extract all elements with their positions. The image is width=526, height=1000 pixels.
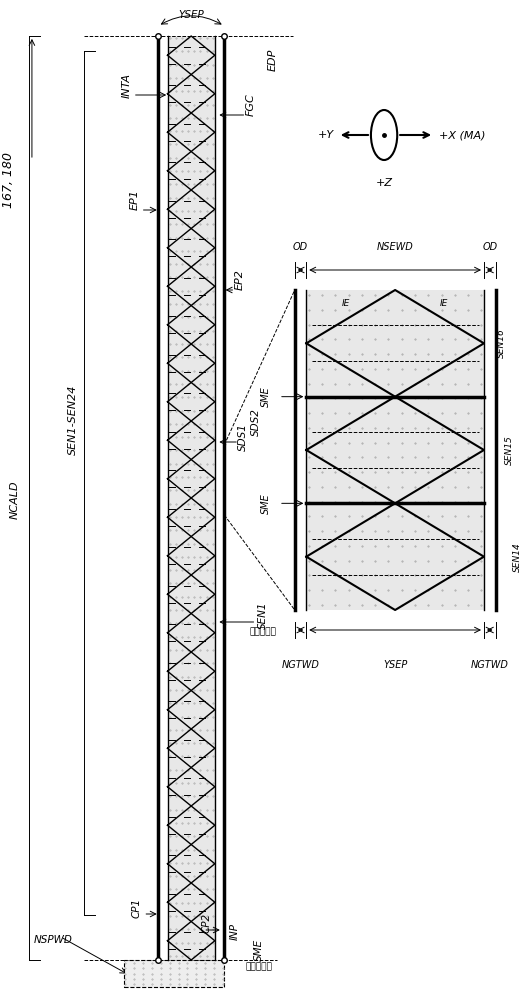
Text: EDP: EDP: [268, 49, 278, 71]
Text: NGTWD: NGTWD: [281, 660, 319, 670]
Text: 167, 180: 167, 180: [2, 152, 15, 208]
Bar: [124, 960, 224, 987]
Bar: [306, 290, 484, 610]
Text: IE: IE: [440, 298, 448, 308]
Text: CP1: CP1: [132, 898, 142, 918]
Text: OD: OD: [482, 242, 497, 252]
Text: YSEP: YSEP: [383, 660, 407, 670]
Text: FGC: FGC: [246, 94, 256, 116]
Text: CP2: CP2: [202, 913, 212, 933]
Text: （代表的）: （代表的）: [246, 962, 272, 972]
Text: SDS1: SDS1: [238, 423, 248, 451]
Text: SEN14: SEN14: [513, 542, 522, 572]
Text: INP: INP: [229, 924, 239, 940]
Text: NSPWD: NSPWD: [34, 935, 73, 945]
Text: SME: SME: [261, 386, 271, 407]
Text: +X (MA): +X (MA): [439, 130, 486, 140]
Text: NSEWD: NSEWD: [377, 242, 413, 252]
Text: （代表的）: （代表的）: [250, 628, 277, 637]
Bar: [167, 36, 215, 960]
Text: SEN1-SEN24: SEN1-SEN24: [68, 385, 78, 455]
Text: INTA: INTA: [122, 73, 132, 98]
Text: +Z: +Z: [376, 178, 392, 188]
Text: SEN15: SEN15: [505, 435, 514, 465]
Text: YSEP: YSEP: [178, 10, 204, 20]
Text: SEN16: SEN16: [497, 328, 507, 358]
Text: 180: 180: [179, 976, 203, 988]
Text: IE: IE: [342, 298, 350, 308]
Text: NGTWD: NGTWD: [471, 660, 509, 670]
Text: EP2: EP2: [235, 270, 245, 290]
Text: SEN1: SEN1: [258, 601, 268, 629]
Text: SME: SME: [261, 493, 271, 514]
Text: EP1: EP1: [129, 190, 139, 210]
Text: NCALD: NCALD: [10, 481, 20, 519]
Text: SME: SME: [254, 939, 264, 961]
Text: SDS2: SDS2: [251, 408, 261, 436]
Text: OD: OD: [293, 242, 308, 252]
Text: +Y: +Y: [318, 130, 334, 140]
